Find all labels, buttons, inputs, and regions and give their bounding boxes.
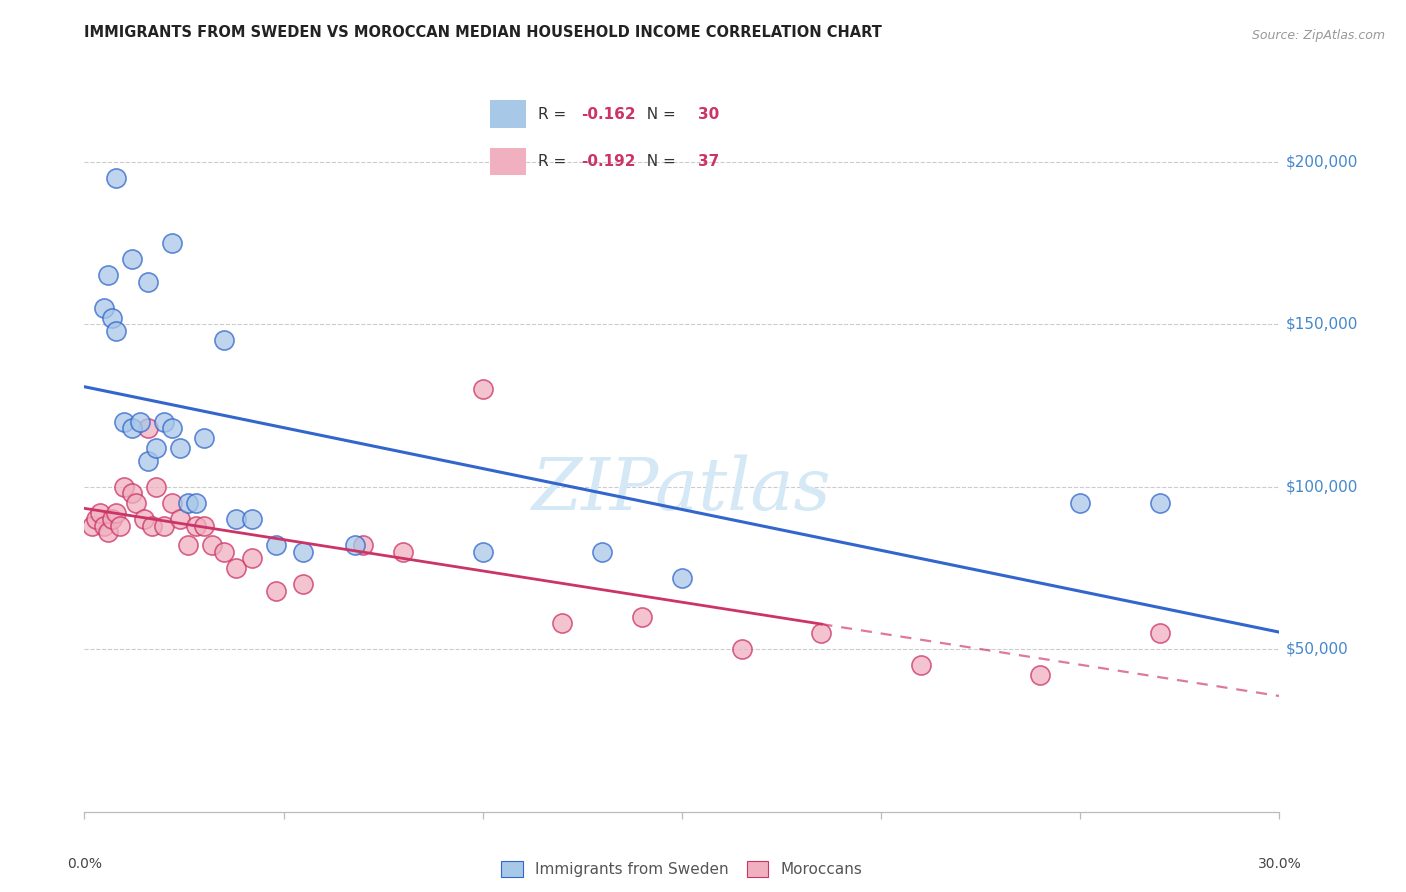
Point: [136, 275, 159, 289]
Point: [121, 486, 143, 500]
Point: [731, 642, 754, 657]
Point: [145, 480, 167, 494]
Point: [184, 496, 207, 510]
Point: [105, 506, 128, 520]
Point: [121, 421, 143, 435]
Text: $150,000: $150,000: [1285, 317, 1358, 332]
Point: [392, 544, 415, 558]
Point: [97, 525, 120, 540]
Point: [810, 626, 832, 640]
Text: IMMIGRANTS FROM SWEDEN VS MOROCCAN MEDIAN HOUSEHOLD INCOME CORRELATION CHART: IMMIGRANTS FROM SWEDEN VS MOROCCAN MEDIA…: [84, 25, 882, 40]
Point: [160, 496, 183, 510]
Point: [193, 518, 215, 533]
Point: [101, 310, 124, 325]
Point: [177, 496, 200, 510]
Text: $200,000: $200,000: [1285, 154, 1358, 169]
Point: [110, 518, 132, 533]
Point: [240, 551, 263, 566]
Point: [177, 538, 200, 552]
Point: [125, 496, 148, 510]
Point: [141, 518, 163, 533]
Point: [160, 235, 183, 250]
Legend: Immigrants from Sweden, Moroccans: Immigrants from Sweden, Moroccans: [495, 855, 869, 883]
Point: [910, 658, 932, 673]
Text: 30.0%: 30.0%: [1257, 857, 1302, 871]
Point: [1029, 668, 1052, 682]
Point: [631, 609, 654, 624]
Point: [292, 577, 315, 591]
Point: [82, 518, 104, 533]
Point: [671, 571, 693, 585]
Point: [121, 252, 143, 266]
Point: [1069, 496, 1091, 510]
Text: $100,000: $100,000: [1285, 479, 1358, 494]
Point: [292, 544, 315, 558]
Point: [169, 441, 191, 455]
Point: [551, 616, 574, 631]
Point: [105, 170, 128, 185]
Point: [264, 583, 287, 598]
Point: [105, 324, 128, 338]
Point: [471, 544, 494, 558]
Point: [471, 382, 494, 396]
Point: [1149, 626, 1171, 640]
Text: Source: ZipAtlas.com: Source: ZipAtlas.com: [1251, 29, 1385, 42]
Point: [240, 512, 263, 526]
Point: [193, 431, 215, 445]
Point: [97, 268, 120, 283]
Point: [112, 415, 135, 429]
Point: [93, 301, 115, 315]
Point: [184, 518, 207, 533]
Point: [145, 441, 167, 455]
Point: [264, 538, 287, 552]
Point: [86, 512, 108, 526]
Point: [1149, 496, 1171, 510]
Point: [101, 512, 124, 526]
Point: [129, 415, 152, 429]
Point: [201, 538, 224, 552]
Point: [160, 421, 183, 435]
Point: [136, 421, 159, 435]
Point: [153, 415, 176, 429]
Point: [153, 518, 176, 533]
Text: $50,000: $50,000: [1285, 641, 1348, 657]
Point: [225, 512, 247, 526]
Point: [136, 453, 159, 467]
Point: [212, 334, 235, 348]
Point: [591, 544, 613, 558]
Point: [212, 544, 235, 558]
Point: [344, 538, 367, 552]
Point: [93, 518, 115, 533]
Text: 0.0%: 0.0%: [67, 857, 101, 871]
Point: [132, 512, 156, 526]
Point: [112, 480, 135, 494]
Point: [169, 512, 191, 526]
Point: [89, 506, 111, 520]
Text: ZIPatlas: ZIPatlas: [531, 455, 832, 525]
Point: [352, 538, 374, 552]
Point: [225, 561, 247, 575]
